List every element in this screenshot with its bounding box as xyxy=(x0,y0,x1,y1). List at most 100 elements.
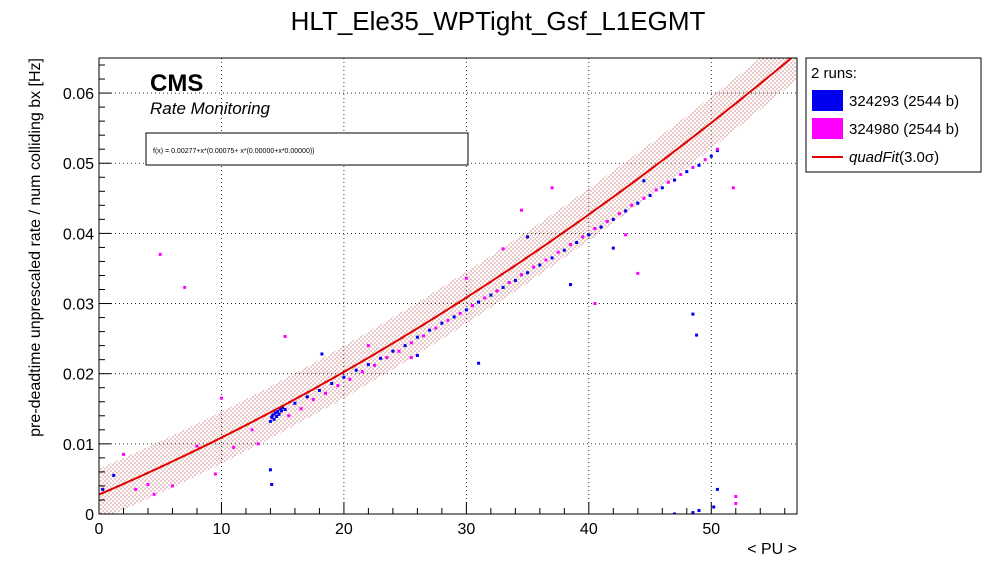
legend-label-quadfit-name: quadFit xyxy=(849,149,900,166)
data-point-run-324293 xyxy=(513,278,517,282)
legend-label-run-324293: 324293 (2544 b) xyxy=(849,93,959,110)
data-point-run-324980 xyxy=(152,492,156,496)
data-point-run-324980 xyxy=(311,398,315,402)
legend-label-quadfit: quadFit(3.0σ) xyxy=(849,149,939,166)
data-point-run-324980 xyxy=(195,444,199,448)
data-point-run-324293 xyxy=(697,509,701,512)
data-point-run-324293 xyxy=(403,344,407,348)
data-point-run-324293 xyxy=(283,408,287,411)
data-point-run-324980 xyxy=(360,370,364,374)
data-point-run-324293 xyxy=(526,235,530,239)
data-point-run-324293 xyxy=(277,412,281,416)
data-point-run-324980 xyxy=(715,147,719,151)
data-point-run-324293 xyxy=(611,246,615,250)
y-tick-label: 0.03 xyxy=(63,297,94,314)
data-point-run-324293 xyxy=(278,407,282,411)
data-point-run-324980 xyxy=(422,334,425,338)
fit-band-area xyxy=(99,58,797,514)
data-point-run-324980 xyxy=(550,186,554,190)
data-point-run-324980 xyxy=(171,484,174,488)
data-point-run-324980 xyxy=(532,265,536,269)
data-point-run-324980 xyxy=(348,377,352,381)
data-point-run-324980 xyxy=(213,472,217,476)
data-point-run-324980 xyxy=(520,273,523,277)
data-point-run-324293 xyxy=(342,375,346,379)
data-point-run-324293 xyxy=(272,417,276,421)
data-point-run-324980 xyxy=(397,349,401,353)
data-point-run-324293 xyxy=(379,356,383,360)
axes: 0 10 20 30 40 50 0 0.01 0.02 0.03 0.04 0.05 0.06 xyxy=(63,64,786,538)
data-point-run-324293 xyxy=(611,217,615,221)
x-axis-label: < PU > xyxy=(747,541,797,558)
data-point-run-324980 xyxy=(464,276,468,280)
data-point-run-324980 xyxy=(636,271,640,275)
data-point-run-324980 xyxy=(336,384,340,388)
data-point-run-324293 xyxy=(477,361,481,365)
data-point-run-324293 xyxy=(501,285,505,289)
data-point-run-324293 xyxy=(280,409,283,413)
data-point-run-324980 xyxy=(593,227,597,230)
plot-frame xyxy=(98,57,798,515)
data-point-run-324293 xyxy=(415,354,419,357)
data-point-run-324293 xyxy=(648,194,652,197)
data-point-run-324980 xyxy=(679,173,683,176)
data-point-run-324980 xyxy=(287,414,291,418)
data-point-run-324293 xyxy=(697,163,701,167)
data-point-run-324980 xyxy=(520,208,523,212)
data-point-run-324293 xyxy=(636,201,640,205)
data-point-run-324293 xyxy=(477,300,481,304)
legend-label-run-324980: 324980 (2544 b) xyxy=(849,121,959,138)
data-point-run-324293 xyxy=(550,256,554,260)
data-point-run-324293 xyxy=(415,335,419,339)
x-tick-label: 40 xyxy=(580,521,598,538)
data-point-run-324293 xyxy=(270,415,274,419)
data-points xyxy=(101,147,738,514)
data-point-run-324980 xyxy=(250,428,254,432)
data-point-run-324293 xyxy=(691,511,695,514)
data-point-run-324293 xyxy=(293,401,297,405)
x-tick-label: 0 xyxy=(95,521,104,538)
data-point-run-324293 xyxy=(569,283,572,287)
data-point-run-324980 xyxy=(446,318,450,322)
data-point-run-324293 xyxy=(642,179,646,183)
legend-swatch-run-324293 xyxy=(812,90,843,111)
data-point-run-324980 xyxy=(373,363,376,367)
data-point-run-324980 xyxy=(324,391,327,395)
data-point-run-324293 xyxy=(489,293,493,297)
data-point-run-324980 xyxy=(183,285,187,289)
data-point-run-324293 xyxy=(271,413,275,417)
data-point-run-324980 xyxy=(544,258,548,262)
fit-formula-box: f(x) = 0.00277+x*(0.00075+ x*(0.00000+x*… xyxy=(145,132,469,166)
data-point-run-324293 xyxy=(538,263,542,267)
data-point-run-324980 xyxy=(654,188,658,192)
data-point-run-324980 xyxy=(220,396,223,400)
data-point-run-324293 xyxy=(391,349,395,353)
data-point-run-324980 xyxy=(691,165,695,169)
legend-header: 2 runs: xyxy=(811,65,857,82)
data-point-run-324293 xyxy=(268,419,272,423)
data-point-run-324980 xyxy=(299,407,303,411)
y-tick-label: 0.05 xyxy=(63,156,94,173)
cms-label: CMS xyxy=(150,70,203,97)
legend-swatch-run-324980 xyxy=(812,118,843,139)
data-point-run-324293 xyxy=(275,415,279,418)
data-point-run-324980 xyxy=(630,203,634,207)
data-point-run-324293 xyxy=(320,352,324,356)
data-point-run-324293 xyxy=(330,382,334,385)
data-point-run-324980 xyxy=(158,252,162,256)
data-point-run-324980 xyxy=(385,356,389,360)
data-point-run-324980 xyxy=(501,247,505,251)
data-point-run-324293 xyxy=(281,405,285,409)
y-tick-label: 0.02 xyxy=(63,367,94,384)
data-point-run-324980 xyxy=(471,304,474,308)
data-point-run-324980 xyxy=(734,495,738,498)
legend-label-quadfit-sigma: (3.0σ) xyxy=(899,149,939,166)
data-point-run-324980 xyxy=(434,326,438,330)
data-point-run-324980 xyxy=(731,186,735,190)
data-point-run-324293 xyxy=(712,505,716,509)
fit-curve xyxy=(99,58,793,496)
data-point-run-324293 xyxy=(112,473,116,477)
data-point-run-324980 xyxy=(366,344,370,348)
data-point-run-324293 xyxy=(270,483,274,486)
data-point-run-324980 xyxy=(569,243,572,247)
